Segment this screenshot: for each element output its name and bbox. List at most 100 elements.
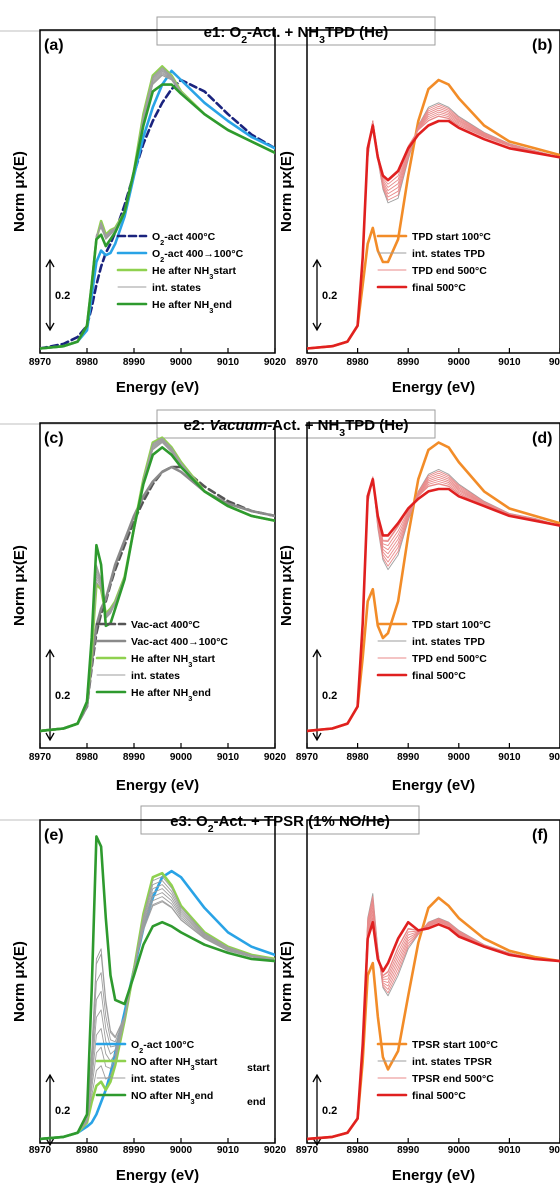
x-tick-label: 8980 (346, 752, 369, 763)
scale-bar: 0.2 (312, 1073, 337, 1147)
legend-label: TPSR end 500°C (412, 1073, 494, 1085)
x-tick-label: 8980 (76, 357, 99, 368)
legend-label-part: int. states (152, 282, 201, 294)
legend-label: He after NH3start (152, 265, 237, 281)
series-line-intermediate (307, 474, 560, 732)
x-tick-label: 8970 (29, 752, 52, 763)
y-axis-label-part: Norm (278, 979, 295, 1022)
x-tick-label: 9000 (448, 1145, 471, 1156)
legend-label-part: 3 (191, 1063, 195, 1072)
section-title-part: 3 (319, 34, 325, 46)
legend-label: TPD start 100°C (412, 231, 491, 243)
plot-frame (39, 422, 276, 749)
section-title-group: e2: Vacuum-Act. + NH3TPD (He) (0, 409, 560, 439)
x-tick-label: 8970 (296, 752, 319, 763)
scale-bar: 0.2 (312, 258, 337, 332)
series-line (40, 901, 275, 1140)
legend-label-part: -act 400→100°C (164, 248, 243, 260)
x-tick-label: 8970 (296, 1145, 319, 1156)
section-title: e2: Vacuum-Act. + NH3TPD (He) (184, 417, 409, 439)
legend-label: NO after NH3end (131, 1090, 213, 1106)
series-line (307, 119, 560, 350)
section-title-part: Vacuum (209, 417, 267, 434)
legend-label-part: O (152, 248, 160, 260)
series-group (307, 893, 560, 1141)
series-line (307, 920, 560, 1141)
chart-panel: 8970 8980 8990 9000 9010 9020 Energy (eV) Norm … (278, 819, 560, 1184)
plot-frame (39, 29, 276, 354)
x-tick-label: 8990 (397, 752, 420, 763)
legend-label-part: start (213, 265, 236, 277)
section-title-group: e1: O2-Act. + NH3TPD (He) (0, 16, 560, 46)
x-tick-label: 9000 (448, 752, 471, 763)
series-line (307, 468, 560, 732)
legend-label: TPSR start 100°C (412, 1039, 498, 1051)
y-axis-label-part: x(E) (278, 151, 295, 179)
legend-label: Vac-act 400→100°C (131, 636, 228, 648)
legend-label-part: TPSR start 100°C (412, 1039, 498, 1051)
series-line (307, 477, 560, 733)
x-axis-label: Energy (eV) (392, 379, 475, 396)
legend-label: O2-act 400°C (152, 231, 216, 247)
section-title-box (156, 409, 436, 439)
series-line-intermediate (307, 105, 560, 349)
series-line (307, 102, 560, 349)
scale-bar-arrowhead (45, 258, 55, 268)
legend-label: He after NH3end (152, 299, 232, 315)
series-group (307, 78, 560, 350)
series-line-intermediate (307, 913, 560, 1140)
legend-label-part: 3 (188, 660, 192, 669)
scale-bar-label: 0.2 (55, 690, 70, 702)
scale-bar-arrowhead (45, 732, 55, 742)
scale-bar-label: 0.2 (322, 290, 337, 302)
x-tick-label: 9010 (217, 357, 240, 368)
scale-bar-arrowhead (312, 1137, 322, 1147)
x-tick-label: 9000 (448, 357, 471, 368)
scale-bar-arrowhead (45, 1137, 55, 1147)
scale-bar: 0.2 (45, 1073, 70, 1147)
series-group (40, 436, 275, 733)
legend-label-part: NO after NH (131, 1056, 191, 1068)
x-tick-label: 9010 (217, 752, 240, 763)
x-tick-label: 8980 (76, 752, 99, 763)
x-tick-label: 9000 (170, 752, 193, 763)
series-line (40, 83, 275, 350)
series-line-intermediate (40, 900, 275, 1140)
panel-label: (f) (532, 827, 548, 844)
legend-label-part: int. states TPD (412, 636, 485, 648)
x-tick-label: 9000 (170, 1145, 193, 1156)
x-tick-label: 9020 (264, 1145, 287, 1156)
y-axis-label-part: μ (278, 573, 295, 582)
x-tick-label: 9000 (170, 357, 193, 368)
series-group (40, 835, 275, 1141)
x-tick-label: 8970 (29, 1145, 52, 1156)
legend-annotation: end (247, 1096, 266, 1108)
y-axis-label-part: x(E) (11, 545, 28, 573)
legend-label-part: NO after NH (131, 1090, 191, 1102)
section-title-part: e2: (184, 417, 210, 434)
plot-frame (306, 422, 560, 749)
series-line-intermediate (307, 103, 560, 349)
legend: O2-act 400°CO2-act 400→100°CHe after NH3… (116, 231, 244, 315)
section-title-part: TPD (He) (325, 24, 388, 41)
x-tick-label: 9010 (498, 1145, 521, 1156)
x-tick-label: 8980 (346, 1145, 369, 1156)
section-title-part: -Act. + NH (267, 417, 339, 434)
x-tick-label: 9010 (217, 1145, 240, 1156)
legend-label: O2-act 400→100°C (152, 248, 244, 264)
x-axis-label: Energy (eV) (116, 379, 199, 396)
x-tick-label: 8990 (397, 1145, 420, 1156)
section-title: e1: O2-Act. + NH3TPD (He) (204, 24, 389, 46)
y-axis-label-part: x(E) (278, 545, 295, 573)
y-axis-label: Norm μx(E) (11, 941, 28, 1022)
y-axis-label: Norm μx(E) (11, 545, 28, 626)
x-tick-label: 8990 (397, 357, 420, 368)
series-line (307, 893, 560, 1140)
y-axis-label: Norm μx(E) (278, 545, 295, 626)
series-line-intermediate (307, 476, 560, 732)
x-tick-label: 8990 (123, 1145, 146, 1156)
legend-label: int. states TPD (412, 248, 485, 260)
series-line (307, 78, 560, 350)
legend-label: int. states (152, 282, 201, 294)
